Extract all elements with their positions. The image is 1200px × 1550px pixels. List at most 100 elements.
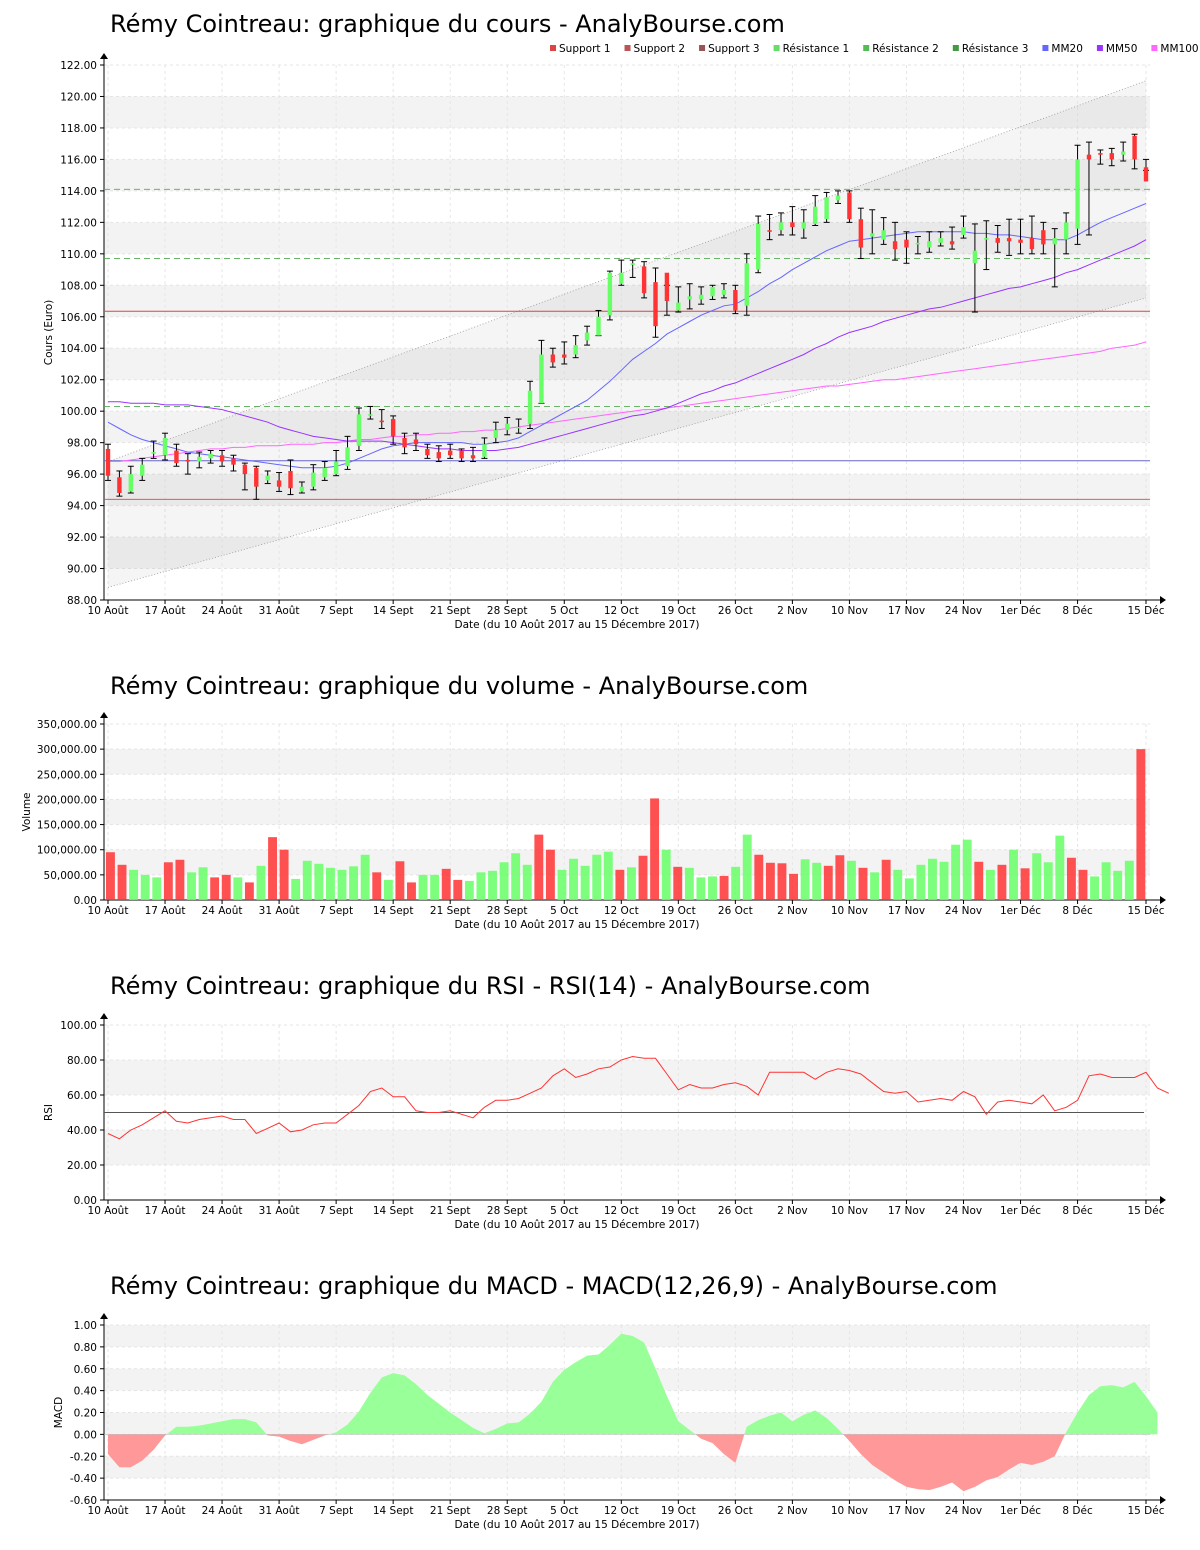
y-tick-label: 0.80 (74, 1342, 97, 1354)
volume-bar (129, 869, 139, 900)
volume-bar (765, 862, 775, 900)
legend-swatch (952, 45, 959, 51)
volume-bar (985, 869, 995, 900)
x-tick-label: 8 Déc (1062, 1205, 1093, 1217)
candle-body (927, 241, 932, 248)
x-tick-label: 24 Août (202, 905, 243, 917)
candle-body (664, 272, 670, 302)
volume-bar (210, 877, 220, 900)
candle-body (550, 354, 556, 363)
candle-body (1109, 153, 1114, 160)
candle-body (881, 230, 886, 240)
macd-positive-area (744, 1410, 844, 1435)
x-tick-label: 28 Sept (487, 605, 528, 617)
candle-body (516, 426, 521, 429)
x-axis-arrow (1160, 596, 1166, 604)
volume-bar (1055, 835, 1065, 900)
candle-body (835, 195, 841, 201)
x-tick-label: 15 Déc (1127, 605, 1164, 617)
volume-bar (557, 869, 567, 900)
candle-body (197, 456, 202, 462)
x-tick-label: 24 Nov (945, 905, 982, 917)
x-tick-label: 17 Nov (888, 905, 925, 917)
volume-bar (684, 867, 694, 900)
volume-bar (638, 855, 648, 900)
legend-label: MM100 (1160, 43, 1198, 55)
candle-body (128, 474, 134, 492)
volume-bar (337, 869, 347, 900)
volume-bar (661, 849, 671, 900)
volume-bar (1113, 870, 1123, 900)
candle-body (562, 354, 567, 358)
volume-bar (187, 872, 196, 900)
candle-body (1052, 238, 1057, 245)
x-tick-label: 26 Oct (718, 605, 753, 617)
candle-body (767, 230, 772, 232)
macd-negative-area (266, 1434, 329, 1445)
x-tick-label: 15 Déc (1127, 1205, 1164, 1217)
y-tick-label: -0.40 (70, 1473, 97, 1485)
grid-band (104, 537, 1150, 569)
y-tick-label: 0.00 (74, 1429, 97, 1441)
macd-positive-area (1065, 1381, 1158, 1435)
price-chart-panel: Rémy Cointreau: graphique du cours - Ana… (0, 0, 1200, 640)
rsi-chart-title: Rémy Cointreau: graphique du RSI - RSI(1… (110, 972, 871, 1000)
volume-bar (198, 867, 208, 900)
candle-body (482, 444, 487, 457)
candle-body (870, 233, 875, 237)
macd-chart-title: Rémy Cointreau: graphique du MACD - MACD… (110, 1272, 998, 1300)
volume-bar (615, 869, 625, 900)
volume-bar (464, 880, 474, 900)
legend-label: Support 3 (708, 43, 760, 55)
volume-bar (349, 866, 359, 900)
volume-bar (742, 834, 752, 900)
y-tick-label: 106.00 (60, 312, 97, 324)
candle-body (219, 455, 225, 462)
y-tick-label: 150,000.00 (37, 820, 97, 832)
volume-bar (870, 872, 880, 900)
y-tick-label: 200,000.00 (37, 794, 97, 806)
y-tick-label: 0.00 (74, 895, 97, 907)
x-tick-label: 26 Oct (718, 1205, 753, 1217)
legend-swatch (624, 45, 631, 51)
volume-bar (163, 862, 173, 900)
volume-chart: 0.00 50,000.00 100,000.00 150,000.00 200,000… (21, 712, 1166, 931)
y-axis-label: RSI (43, 1104, 55, 1121)
y-axis-arrow (100, 53, 108, 59)
trend-channel (108, 80, 1146, 588)
candle-body (311, 472, 316, 487)
y-tick-label: 110.00 (60, 249, 97, 261)
volume-chart-title: Rémy Cointreau: graphique du volume - An… (110, 672, 809, 700)
x-tick-label: 12 Oct (604, 1205, 639, 1217)
candle-body (117, 477, 122, 493)
x-tick-label: 7 Sept (319, 1505, 353, 1517)
volume-bar (951, 844, 961, 900)
volume-bar (916, 864, 926, 900)
x-tick-label: 31 Août (259, 1205, 300, 1217)
volume-bar (812, 862, 822, 900)
x-tick-label: 21 Sept (430, 905, 471, 917)
x-tick-label: 10 Nov (831, 905, 868, 917)
candle-body (208, 453, 213, 459)
volume-bar (418, 874, 428, 900)
x-tick-label: 17 Août (145, 1505, 186, 1517)
candle-body (1098, 153, 1103, 155)
x-tick-label: 31 Août (259, 905, 300, 917)
y-tick-label: 96.00 (67, 469, 97, 481)
rsi-line (107, 1055, 1170, 1140)
legend-label: MM20 (1051, 43, 1082, 55)
volume-bar (1090, 876, 1100, 900)
candle-body (904, 239, 909, 248)
x-tick-label: 21 Sept (430, 1205, 471, 1217)
volume-bar (569, 858, 579, 900)
x-tick-label: 17 Nov (888, 1205, 925, 1217)
y-tick-label: 90.00 (67, 564, 97, 576)
volume-bar (453, 879, 463, 900)
x-tick-label: 24 Août (202, 1205, 243, 1217)
candle-body (436, 452, 441, 459)
candle-body (140, 464, 145, 476)
volume-bar (1066, 857, 1076, 900)
volume-bar (858, 867, 868, 900)
x-tick-label: 17 Nov (888, 1505, 925, 1517)
y-axis-arrow (100, 1313, 108, 1319)
